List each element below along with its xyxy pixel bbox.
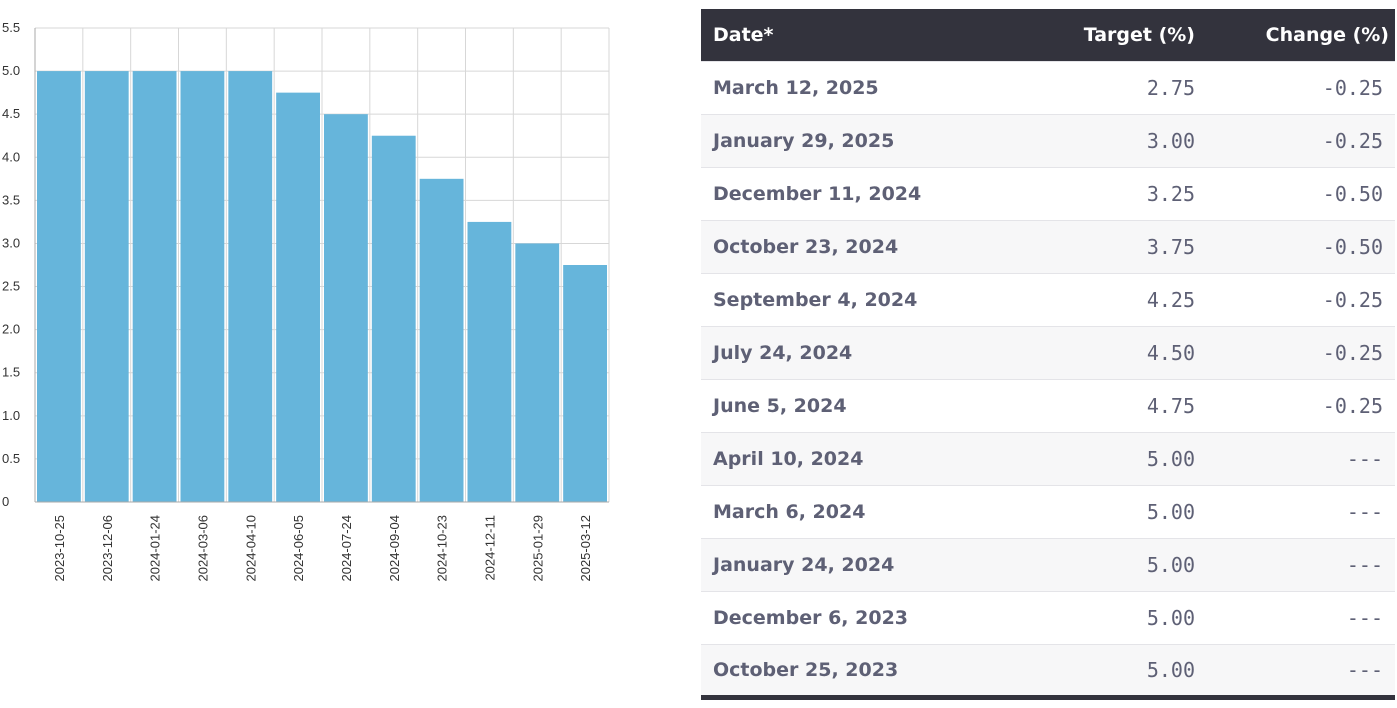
x-tick-label: 2024-12-11 <box>482 515 497 581</box>
bar <box>228 71 273 502</box>
y-tick-label: 3.0 <box>2 235 20 250</box>
x-tick-label: 2025-01-29 <box>530 515 545 582</box>
bar <box>467 221 512 502</box>
y-tick-label: 0.5 <box>2 451 20 466</box>
x-tick-label: 2024-06-05 <box>291 515 306 582</box>
row-target: 2.75 <box>1041 60 1207 114</box>
bar <box>563 265 607 502</box>
row-date: June 5, 2024 <box>701 378 1041 432</box>
table-row: January 24, 2024 5.00 --- <box>701 537 1395 591</box>
row-change: -0.25 <box>1207 113 1395 167</box>
bar <box>37 71 81 502</box>
bar <box>276 92 320 503</box>
row-target: 4.75 <box>1041 378 1207 432</box>
row-target: 4.25 <box>1041 272 1207 326</box>
bar <box>371 135 416 502</box>
row-date: January 29, 2025 <box>701 113 1041 167</box>
row-target: 5.00 <box>1041 643 1207 700</box>
row-change: --- <box>1207 590 1395 644</box>
y-tick-label: 1.0 <box>2 408 20 423</box>
y-tick-label: 4.5 <box>2 106 20 121</box>
header-change: Change (%) <box>1207 9 1395 61</box>
row-target: 3.75 <box>1041 219 1207 273</box>
row-date: July 24, 2024 <box>701 325 1041 379</box>
y-tick-label: 5.0 <box>2 63 20 78</box>
table-row: March 12, 2025 2.75 -0.25 <box>701 60 1395 114</box>
row-change: --- <box>1207 643 1395 700</box>
row-date: October 23, 2024 <box>701 219 1041 273</box>
row-target: 5.00 <box>1041 590 1207 644</box>
row-date: December 11, 2024 <box>701 166 1041 220</box>
table-header-row: Date* Target (%) Change (%) <box>701 9 1395 61</box>
row-date: March 6, 2024 <box>701 484 1041 538</box>
table-row: December 6, 2023 5.00 --- <box>701 590 1395 644</box>
row-change: -0.50 <box>1207 166 1395 220</box>
row-change: -0.25 <box>1207 272 1395 326</box>
table-row: April 10, 2024 5.00 --- <box>701 431 1395 485</box>
x-tick-label: 2024-07-24 <box>339 515 354 582</box>
bar <box>180 71 225 502</box>
x-tick-label: 2024-03-06 <box>195 515 210 582</box>
header-date: Date* <box>701 9 1041 61</box>
table-row: March 6, 2024 5.00 --- <box>701 484 1395 538</box>
row-target: 5.00 <box>1041 431 1207 485</box>
row-date: December 6, 2023 <box>701 590 1041 644</box>
y-tick-label: 3.5 <box>2 192 20 207</box>
row-change: --- <box>1207 431 1395 485</box>
bar <box>515 243 560 503</box>
table-row: December 11, 2024 3.25 -0.50 <box>701 166 1395 220</box>
row-date: October 25, 2023 <box>701 643 1041 700</box>
table-row: October 23, 2024 3.75 -0.50 <box>701 219 1395 273</box>
row-target: 4.50 <box>1041 325 1207 379</box>
table-row: June 5, 2024 4.75 -0.25 <box>701 378 1395 432</box>
row-target: 3.00 <box>1041 113 1207 167</box>
x-tick-label: 2023-12-06 <box>100 515 115 582</box>
row-date: September 4, 2024 <box>701 272 1041 326</box>
table-row: October 25, 2023 5.00 --- <box>701 643 1395 700</box>
table-row: January 29, 2025 3.00 -0.25 <box>701 113 1395 167</box>
x-tick-label: 2023-10-25 <box>52 515 67 582</box>
row-change: -0.25 <box>1207 60 1395 114</box>
y-tick-label: 1.5 <box>2 365 20 380</box>
y-tick-label: 0 <box>2 494 9 509</box>
x-tick-label: 2024-01-24 <box>148 515 163 582</box>
x-tick-label: 2024-10-23 <box>435 515 450 582</box>
bar <box>324 114 368 502</box>
x-tick-label: 2025-03-12 <box>578 515 593 582</box>
y-tick-label: 4.0 <box>2 149 20 164</box>
row-target: 5.00 <box>1041 484 1207 538</box>
x-tick-label: 2024-09-04 <box>387 515 402 582</box>
row-change: -0.25 <box>1207 378 1395 432</box>
y-tick-label: 5.5 <box>2 20 20 35</box>
bar <box>84 71 129 502</box>
rate-history-table: Date* Target (%) Change (%) March 12, 20… <box>701 9 1395 700</box>
y-tick-label: 2.5 <box>2 279 20 294</box>
chart-canvas: 0 0.5 1.0 1.5 2.0 2.5 3.0 3.5 4.0 4.5 5.0 5.5 2023-1… <box>2 20 610 582</box>
rate-table-container: Date* Target (%) Change (%) March 12, 20… <box>701 9 1395 700</box>
row-date: January 24, 2024 <box>701 537 1041 591</box>
row-change: -0.25 <box>1207 325 1395 379</box>
bar <box>132 71 177 502</box>
bar <box>419 178 464 502</box>
row-date: April 10, 2024 <box>701 431 1041 485</box>
row-target: 3.25 <box>1041 166 1207 220</box>
row-date: March 12, 2025 <box>701 60 1041 114</box>
row-change: -0.50 <box>1207 219 1395 273</box>
x-tick-label: 2024-04-10 <box>243 515 258 582</box>
header-target: Target (%) <box>1041 9 1207 61</box>
row-change: --- <box>1207 537 1395 591</box>
table-row: September 4, 2024 4.25 -0.25 <box>701 272 1395 326</box>
row-target: 5.00 <box>1041 537 1207 591</box>
y-tick-label: 2.0 <box>2 322 20 337</box>
table-row: July 24, 2024 4.50 -0.25 <box>701 325 1395 379</box>
rate-bar-chart: 0 0.5 1.0 1.5 2.0 2.5 3.0 3.5 4.0 4.5 5.0 5.5 2023-1… <box>0 0 640 708</box>
row-change: --- <box>1207 484 1395 538</box>
